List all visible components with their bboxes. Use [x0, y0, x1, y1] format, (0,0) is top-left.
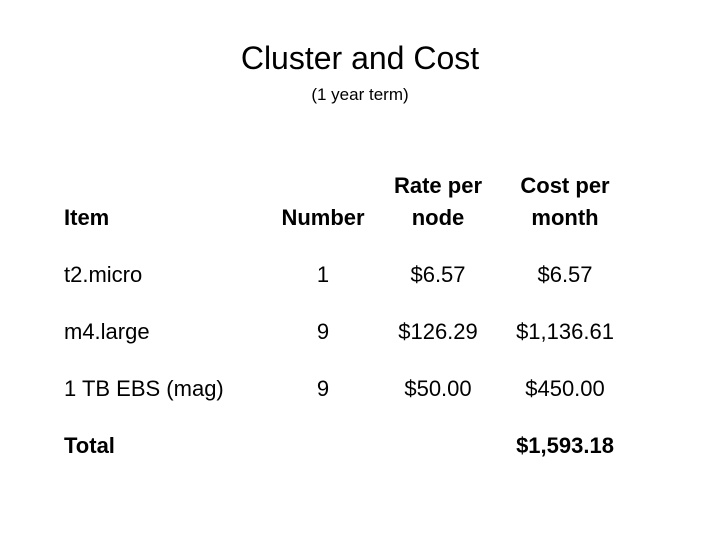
table-header-row: Item Number Rate per node Cost per month [58, 168, 636, 234]
cell-cost: $1,136.61 [516, 319, 614, 344]
header-rate-per-node: Rate per node [393, 173, 483, 230]
cell-number: 9 [316, 319, 330, 344]
cell-cost: $6.57 [537, 262, 593, 287]
total-rate [382, 405, 494, 462]
cell-number: 1 [316, 262, 330, 287]
header-number: Number [281, 205, 365, 230]
cell-cost: $450.00 [525, 376, 605, 401]
cell-item: m4.large [64, 319, 150, 344]
cell-rate: $126.29 [398, 319, 478, 344]
total-label: Total [64, 433, 115, 458]
header-cost-per-month: Cost per month [520, 173, 610, 230]
cell-item: 1 TB EBS (mag) [64, 376, 224, 401]
cost-table: Item Number Rate per node Cost per month… [58, 168, 636, 462]
total-cost: $1,593.18 [516, 433, 614, 458]
table-total-row: Total $1,593.18 [58, 405, 636, 462]
slide-title: Cluster and Cost [240, 40, 480, 76]
header-item: Item [64, 205, 110, 230]
cell-rate: $50.00 [404, 376, 472, 401]
slide-subtitle: (1 year term) [311, 85, 409, 104]
total-number [264, 405, 382, 462]
table-row: t2.micro 1 $6.57 $6.57 [58, 234, 636, 291]
cell-number: 9 [316, 376, 330, 401]
table-row: 1 TB EBS (mag) 9 $50.00 $450.00 [58, 348, 636, 405]
cell-rate: $6.57 [410, 262, 466, 287]
cell-item: t2.micro [64, 262, 143, 287]
table-row: m4.large 9 $126.29 $1,136.61 [58, 291, 636, 348]
